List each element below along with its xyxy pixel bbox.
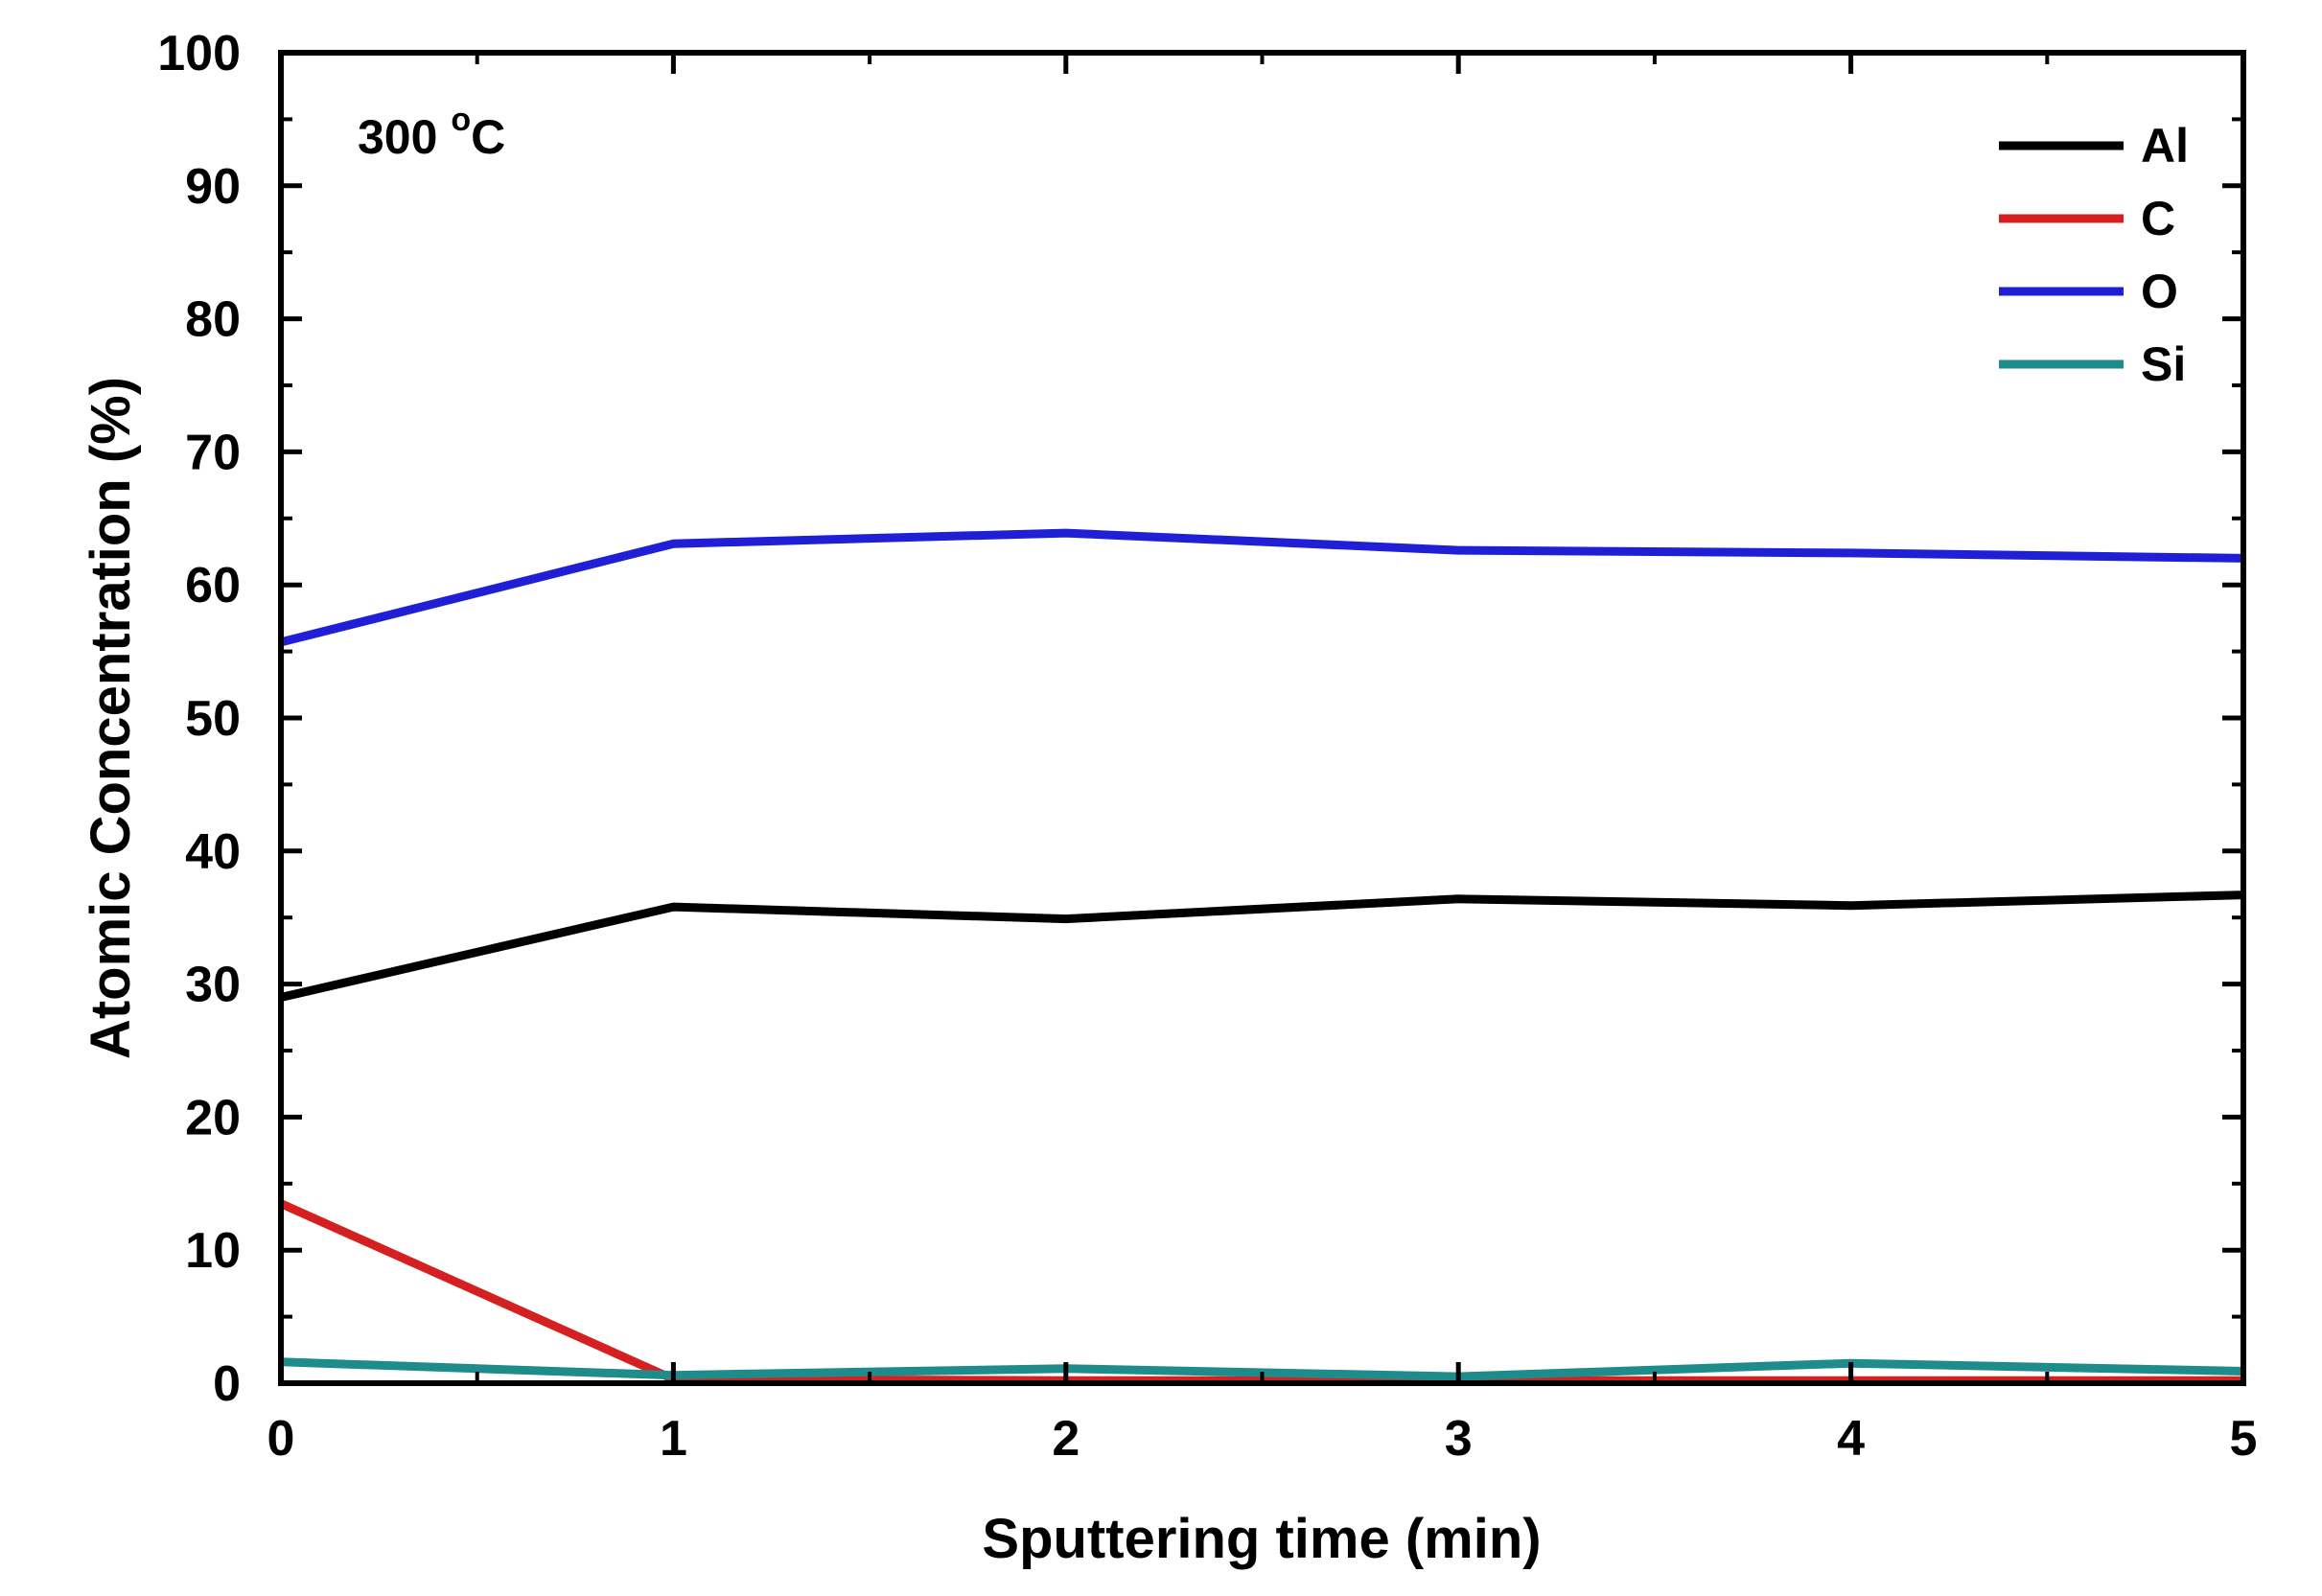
temperature-unit: C [471, 110, 505, 164]
y-tick-label: 30 [185, 958, 241, 1013]
legend-label: O [2141, 265, 2178, 318]
legend-item-c: C [1999, 192, 2175, 245]
ticks-layer [278, 50, 2246, 1386]
y-tick-label: 50 [185, 691, 241, 747]
legend: Al CO Si [1999, 119, 2189, 391]
y-tick-label: 20 [185, 1090, 241, 1145]
y-tick-label: 10 [185, 1223, 241, 1279]
y-tick-label: 90 [185, 159, 241, 215]
series-line-al [279, 891, 2244, 1002]
x-tick-label: 4 [1837, 1411, 1865, 1467]
legend-label: Si [2141, 337, 2186, 391]
y-tick-label: 80 [185, 292, 241, 348]
legend-item-si: Si [1999, 337, 2186, 391]
y-tick-label: 70 [185, 425, 241, 480]
x-tick-label: 3 [1445, 1411, 1473, 1467]
y-axis-title: Atomic Concentration (%) [80, 377, 142, 1059]
legend-label: Al [2141, 119, 2189, 173]
temperature-annotation: 300 oC [358, 102, 505, 164]
legend-item-al: Al [1999, 119, 2189, 173]
x-tick-label: 2 [1052, 1411, 1080, 1467]
y-tick-label: 40 [185, 824, 241, 880]
temperature-value: 300 [358, 110, 451, 164]
degree-superscript: o [451, 102, 471, 138]
legend-item-o: O [1999, 265, 2178, 318]
x-axis-title: Sputtering time (min) [982, 1508, 1541, 1570]
x-tick-label: 1 [660, 1411, 687, 1467]
y-tick-label: 100 [157, 26, 241, 81]
y-tick-label: 60 [185, 558, 241, 613]
x-tick-label: 0 [267, 1411, 295, 1467]
series-line-o [279, 528, 2244, 647]
legend-label: C [2141, 192, 2175, 245]
x-tick-label: 5 [2230, 1411, 2258, 1467]
y-tick-label: 0 [213, 1356, 241, 1412]
